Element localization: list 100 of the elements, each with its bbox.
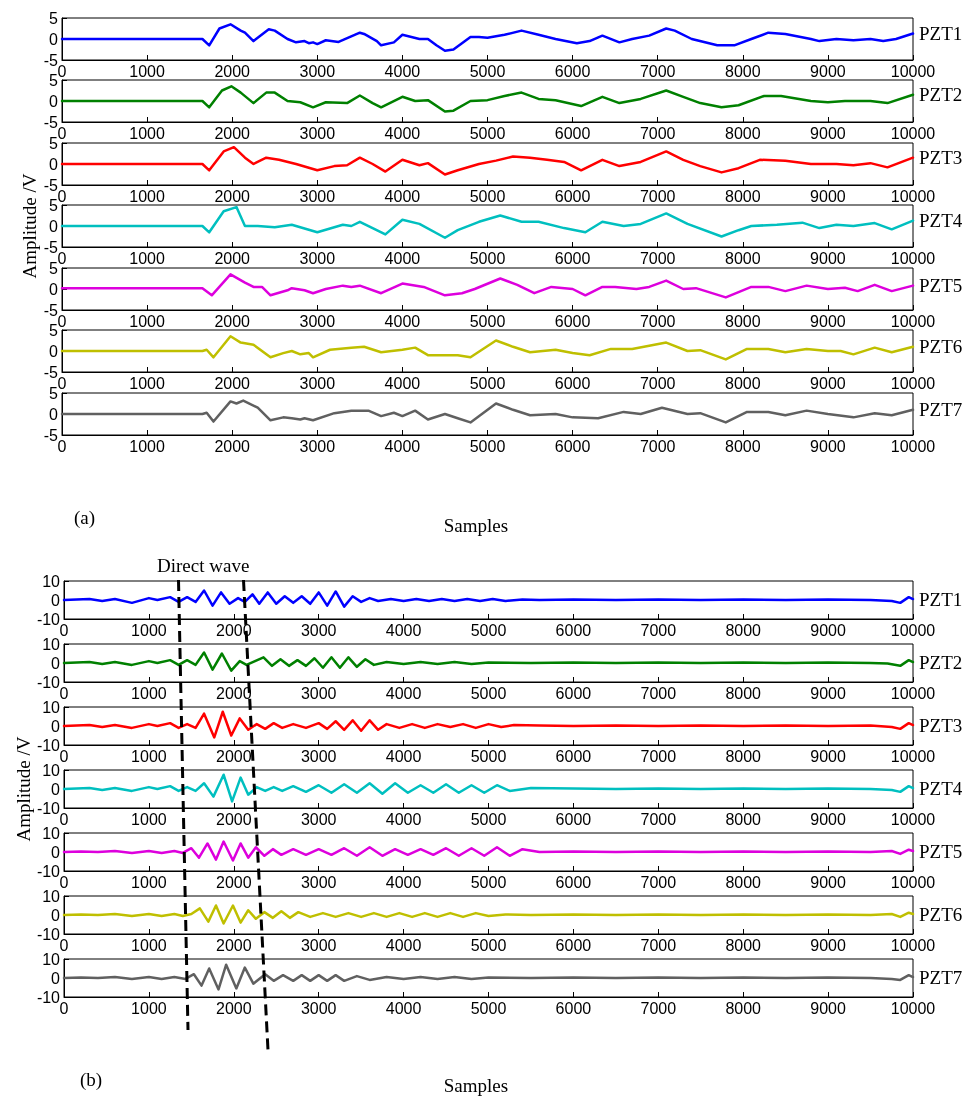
- x-tick-label: 8000: [725, 999, 762, 1017]
- x-tick-label: 6000: [554, 437, 591, 455]
- series-label: PZT5: [919, 840, 963, 862]
- x-tick-label: 1000: [129, 62, 165, 80]
- y-tick-label: 5: [49, 134, 59, 152]
- x-tick-label: 9000: [810, 873, 846, 891]
- y-tick-label: 0: [49, 30, 59, 48]
- series-label: PZT6: [919, 336, 963, 358]
- x-tick-label: 3000: [300, 747, 337, 765]
- series-label: PZT4: [919, 777, 963, 799]
- y-tick-label: 0: [51, 654, 61, 672]
- x-tick-label: 2000: [214, 124, 251, 142]
- series-label: PZT2: [919, 651, 963, 673]
- x-tick-label: 6000: [555, 810, 592, 828]
- x-tick-label: 2000: [214, 437, 251, 455]
- x-tick-label: 1000: [129, 124, 165, 142]
- x-tick-label: 3000: [299, 62, 336, 80]
- x-tick-label: 1000: [129, 312, 165, 330]
- x-tick-label: 2000: [214, 374, 251, 392]
- x-tick-label: 2000: [216, 936, 252, 954]
- y-tick-label: 5: [49, 196, 59, 214]
- series-label: PZT3: [919, 714, 963, 736]
- x-tick-label: 6000: [555, 621, 592, 639]
- series-label: PZT7: [919, 399, 963, 421]
- x-tick-label: 7000: [640, 810, 677, 828]
- x-tick-label: 5000: [469, 374, 506, 392]
- y-tick-label: 0: [51, 591, 61, 609]
- x-tick-label: 1000: [129, 187, 165, 205]
- line-series: [60, 273, 915, 299]
- series-label: PZT3: [919, 147, 963, 169]
- y-tick-label: 0: [51, 843, 61, 861]
- line-series: [62, 963, 915, 991]
- x-tick-label: 1000: [129, 437, 165, 455]
- x-tick-label: 4000: [385, 684, 422, 702]
- x-tick-label: 4000: [384, 187, 421, 205]
- x-tick-label: 8000: [725, 873, 762, 891]
- x-tick-label: 5000: [470, 684, 507, 702]
- x-tick-label: 7000: [639, 437, 676, 455]
- y-tick-label: 0: [51, 906, 61, 924]
- x-tick-label: 4000: [384, 249, 421, 267]
- x-tick-label: 5000: [469, 312, 506, 330]
- series-label: PZT4: [919, 210, 963, 232]
- x-tick-label: 10000: [890, 249, 936, 267]
- x-tick-label: 1000: [131, 936, 167, 954]
- y-tick-label: -10: [36, 610, 61, 628]
- x-tick-label: 6000: [554, 187, 591, 205]
- x-tick-label: 4000: [384, 124, 421, 142]
- y-axis-title: Amplitude /V: [19, 173, 41, 279]
- x-tick-label: 7000: [639, 249, 676, 267]
- y-tick-label: 10: [42, 887, 61, 905]
- x-tick-label: 2000: [216, 810, 252, 828]
- x-tick-label: 5000: [470, 999, 507, 1017]
- x-tick-label: 5000: [470, 810, 507, 828]
- x-tick-label: 7000: [639, 124, 676, 142]
- y-tick-label: -10: [36, 799, 61, 817]
- y-tick-label: -10: [36, 925, 61, 943]
- x-tick-label: 2000: [214, 62, 251, 80]
- y-axis-title: Amplitude /V: [13, 736, 35, 842]
- x-tick-label: 6000: [554, 62, 591, 80]
- x-tick-label: 3000: [299, 374, 336, 392]
- x-tick-label: 8000: [725, 124, 761, 142]
- x-tick-label: 7000: [639, 312, 676, 330]
- x-tick-label: 8000: [725, 621, 762, 639]
- x-tick-label: 10000: [890, 999, 936, 1017]
- x-tick-label: 6000: [554, 312, 591, 330]
- x-tick-label: 1000: [131, 621, 167, 639]
- x-tick-label: 6000: [554, 249, 591, 267]
- x-tick-label: 7000: [640, 684, 677, 702]
- y-tick-label: 10: [42, 950, 61, 968]
- x-tick-label: 8000: [725, 684, 762, 702]
- x-tick-label: 9000: [810, 437, 846, 455]
- x-tick-label: 4000: [384, 374, 421, 392]
- y-tick-label: -5: [43, 113, 59, 131]
- x-tick-label: 5000: [469, 62, 506, 80]
- x-tick-label: 6000: [554, 124, 591, 142]
- x-tick-label: 2000: [214, 249, 251, 267]
- x-tick-label: 8000: [725, 249, 761, 267]
- y-tick-label: 0: [51, 969, 61, 987]
- series-label: PZT5: [919, 275, 963, 297]
- x-tick-label: 9000: [810, 621, 846, 639]
- x-tick-label: 9000: [810, 747, 846, 765]
- y-tick-label: 5: [49, 9, 59, 27]
- x-tick-label: 7000: [640, 747, 677, 765]
- y-tick-label: 0: [49, 280, 59, 298]
- x-tick-label: 8000: [725, 187, 761, 205]
- x-tick-label: 7000: [640, 999, 677, 1017]
- x-tick-label: 10000: [890, 936, 936, 954]
- x-tick-label: 5000: [469, 124, 506, 142]
- x-tick-label: 1000: [131, 810, 167, 828]
- y-tick-label: 5: [49, 321, 59, 339]
- y-tick-label: 0: [49, 155, 59, 173]
- line-series: [62, 904, 915, 925]
- text: Direct wave: [157, 555, 250, 577]
- x-tick-label: 10000: [890, 437, 936, 455]
- x-tick-label: 4000: [385, 873, 422, 891]
- x-tick-label: 8000: [725, 936, 762, 954]
- y-tick-label: 5: [49, 384, 59, 402]
- x-tick-label: 1000: [131, 999, 167, 1017]
- x-tick-label: 3000: [300, 999, 337, 1017]
- x-tick-label: 9000: [810, 936, 846, 954]
